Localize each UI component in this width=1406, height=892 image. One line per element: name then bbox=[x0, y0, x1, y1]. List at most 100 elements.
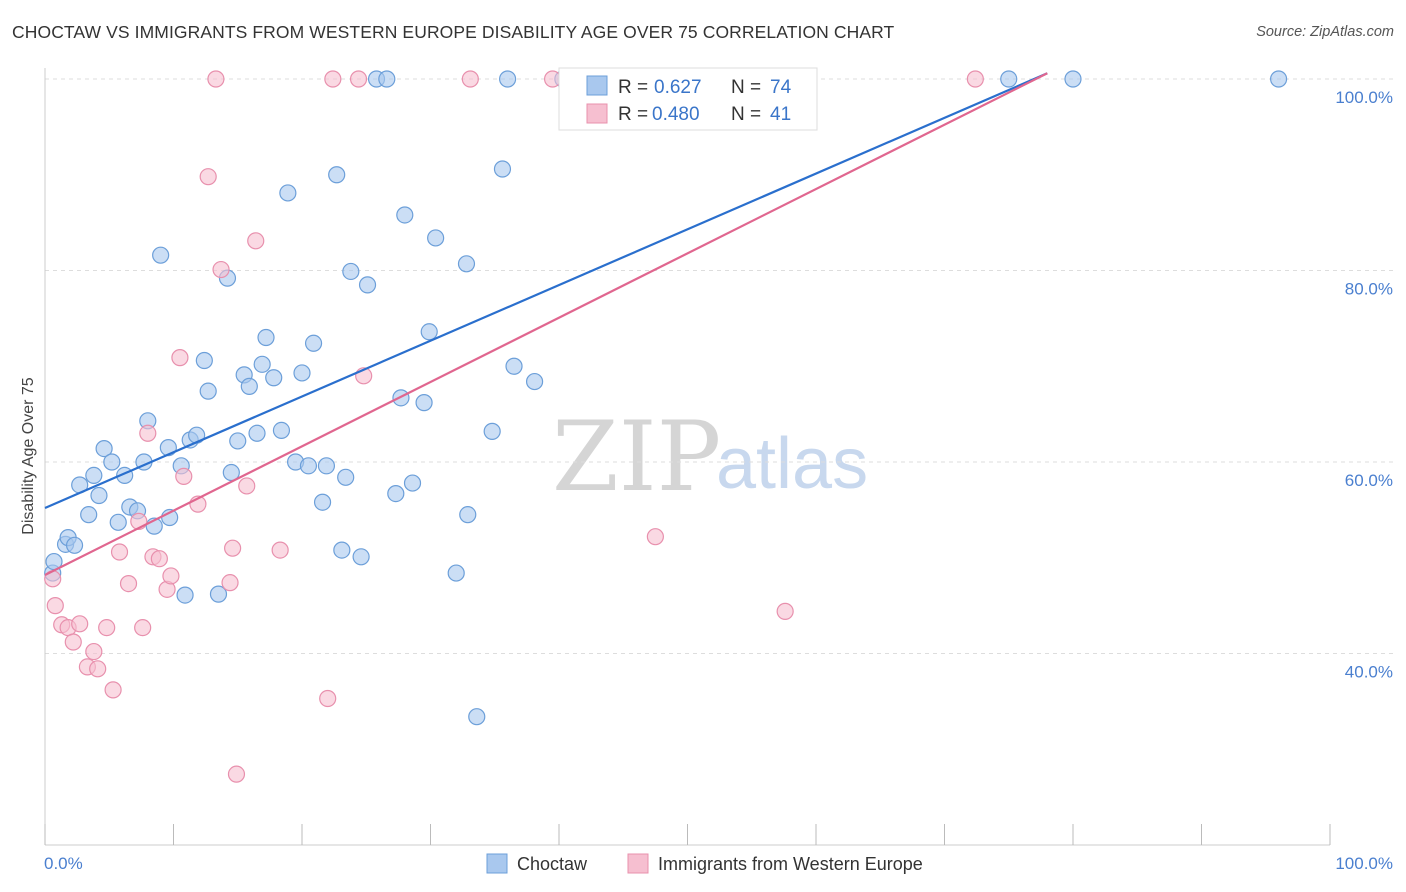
choctaw-point-58 bbox=[420, 323, 438, 341]
choctaw-point-6 bbox=[80, 506, 98, 524]
choctaw-point-59 bbox=[427, 229, 445, 247]
y-axis-label: Disability Age Over 75 bbox=[20, 377, 37, 535]
x-ticks bbox=[44, 824, 1331, 845]
choctaw-point-18 bbox=[152, 246, 170, 264]
x-tick-label-min: 0.0% bbox=[44, 854, 83, 873]
legend-r-label-1: R = bbox=[618, 77, 648, 98]
immigrants-point-33 bbox=[324, 70, 342, 88]
y-tick-labels: 40.0% 60.0% 80.0% 100.0% bbox=[1335, 88, 1393, 682]
bottom-legend-label-immigrants: Immigrants from Western Europe bbox=[658, 854, 923, 874]
choctaw-point-72 bbox=[1269, 70, 1288, 88]
legend-n-label-2: N = bbox=[731, 104, 761, 125]
immigrants-point-30 bbox=[247, 232, 265, 250]
choctaw-point-48 bbox=[342, 262, 360, 281]
choctaw-point-49 bbox=[352, 548, 370, 566]
choctaw-point-44 bbox=[317, 457, 336, 475]
choctaw-point-63 bbox=[468, 708, 486, 726]
choctaw-point-32 bbox=[240, 377, 258, 395]
bottom-legend-swatch-immigrants bbox=[627, 853, 649, 874]
immigrants-point-7 bbox=[85, 642, 103, 661]
choctaw-point-56 bbox=[403, 474, 422, 492]
immigrants-point-15 bbox=[139, 424, 157, 442]
legend-swatch-immigrants bbox=[586, 103, 608, 124]
choctaw-point-35 bbox=[257, 328, 275, 347]
watermark-atlas: atlas bbox=[716, 424, 868, 504]
choctaw-point-7 bbox=[85, 466, 103, 485]
choctaw-point-53 bbox=[387, 484, 405, 503]
immigrants-point-5 bbox=[71, 615, 89, 633]
immigrants-point-36 bbox=[461, 70, 479, 88]
immigrants-point-26 bbox=[221, 574, 239, 592]
choctaw-point-42 bbox=[304, 334, 323, 352]
immigrants-point-27 bbox=[224, 539, 242, 557]
choctaw-point-46 bbox=[333, 541, 351, 559]
immigrants-point-4 bbox=[64, 633, 82, 651]
choctaw-trend-line bbox=[44, 72, 1048, 509]
legend-n-label-1: N = bbox=[731, 77, 761, 98]
choctaw-point-68 bbox=[525, 372, 544, 391]
immigrants-point-12 bbox=[119, 575, 138, 593]
choctaw-point-62 bbox=[459, 506, 477, 524]
immigrants-point-25 bbox=[212, 260, 230, 279]
immigrants-point-37 bbox=[543, 70, 562, 88]
watermark-zip: ZIP bbox=[552, 401, 721, 513]
choctaw-point-67 bbox=[505, 357, 523, 375]
choctaw-point-34 bbox=[253, 355, 271, 373]
choctaw-point-11 bbox=[109, 513, 127, 531]
bottom-legend: Choctaw Immigrants from Western Europe bbox=[486, 853, 923, 874]
immigrants-point-29 bbox=[238, 477, 256, 495]
immigrants-point-31 bbox=[271, 541, 289, 559]
choctaw-point-10 bbox=[103, 453, 121, 471]
immigrants-point-38 bbox=[646, 528, 664, 546]
choctaw-point-52 bbox=[378, 70, 396, 88]
legend-n-value-1: 74 bbox=[770, 77, 792, 98]
gridlines bbox=[45, 78, 1393, 654]
bottom-legend-swatch-choctaw bbox=[486, 853, 508, 874]
choctaw-point-22 bbox=[176, 586, 194, 604]
legend-r-label-2: R = bbox=[618, 104, 648, 125]
immigrants-point-32 bbox=[319, 689, 337, 708]
trend-lines bbox=[44, 72, 1048, 576]
y-tick-label-60: 60.0% bbox=[1345, 471, 1393, 490]
choctaw-point-50 bbox=[358, 276, 377, 294]
choctaw-point-61 bbox=[457, 255, 476, 273]
immigrants-point-1 bbox=[46, 597, 64, 615]
choctaw-point-43 bbox=[313, 493, 332, 511]
immigrants-point-20 bbox=[171, 349, 189, 367]
immigrants-point-9 bbox=[98, 619, 116, 637]
chart-title: CHOCTAW VS IMMIGRANTS FROM WESTERN EUROP… bbox=[12, 22, 895, 42]
choctaw-point-65 bbox=[493, 160, 512, 178]
immigrants-point-40 bbox=[966, 70, 984, 88]
immigrants-point-14 bbox=[134, 619, 152, 637]
choctaw-point-45 bbox=[328, 166, 346, 184]
x-tick-label-max: 100.0% bbox=[1335, 854, 1393, 873]
choctaw-point-25 bbox=[195, 351, 213, 370]
immigrants-point-39 bbox=[776, 602, 794, 620]
choctaw-point-19 bbox=[159, 439, 177, 457]
choctaw-point-40 bbox=[293, 364, 311, 382]
choctaw-point-9 bbox=[95, 439, 113, 458]
bottom-legend-label-choctaw: Choctaw bbox=[517, 854, 588, 874]
immigrants-point-28 bbox=[227, 765, 246, 783]
choctaw-point-38 bbox=[279, 184, 297, 202]
choctaw-point-71 bbox=[1064, 70, 1082, 88]
choctaw-point-37 bbox=[272, 421, 291, 440]
y-tick-label-80: 80.0% bbox=[1345, 280, 1393, 299]
choctaw-point-66 bbox=[499, 70, 517, 88]
legend-swatch-choctaw bbox=[586, 75, 608, 96]
choctaw-point-8 bbox=[90, 486, 108, 505]
immigrants-point-34 bbox=[349, 70, 368, 88]
choctaw-point-64 bbox=[483, 422, 501, 440]
legend-r-value-2: 0.480 bbox=[652, 104, 700, 125]
immigrants-point-21 bbox=[175, 467, 193, 485]
choctaw-point-30 bbox=[229, 432, 247, 450]
immigrants-point-10 bbox=[104, 681, 122, 699]
immigrants-point-17 bbox=[150, 550, 168, 568]
legend-n-value-2: 41 bbox=[770, 104, 791, 125]
immigrants-point-8 bbox=[89, 660, 107, 678]
immigrants-point-11 bbox=[110, 543, 129, 561]
immigrants-point-23 bbox=[199, 168, 217, 186]
choctaw-point-57 bbox=[415, 394, 433, 412]
series-choctaw bbox=[44, 70, 1288, 726]
